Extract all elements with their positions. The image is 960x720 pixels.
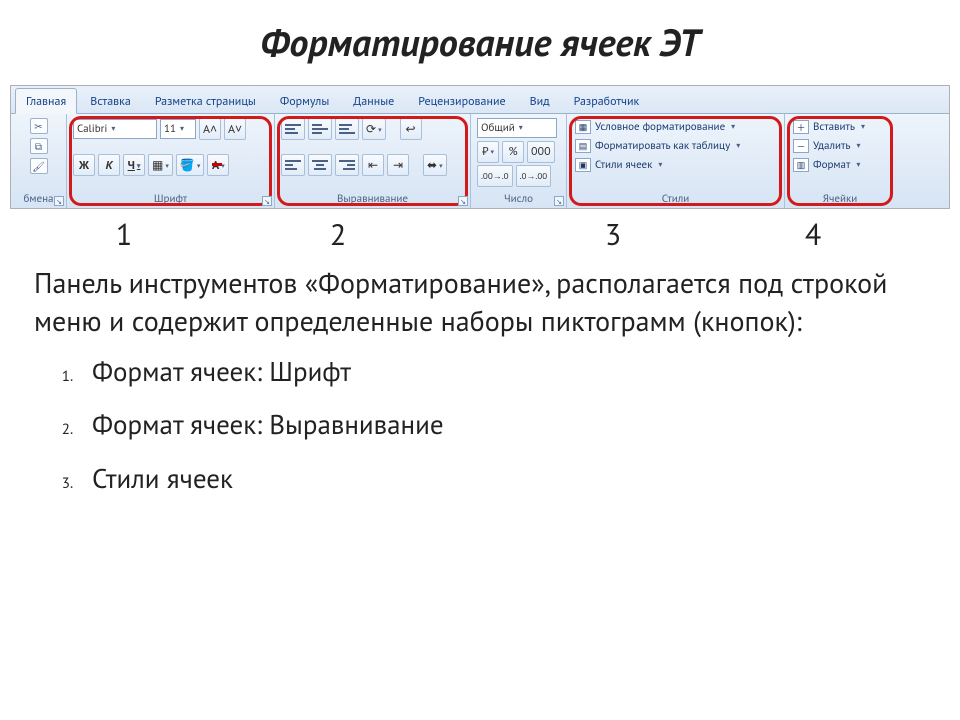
fill-color-button[interactable]: 🪣▾ xyxy=(176,154,204,176)
cell-styles-button[interactable]: ▣ Стили ячеек▾ xyxy=(573,156,778,174)
delete-cells-button[interactable]: － Удалить▾ xyxy=(791,137,889,155)
orientation-button[interactable]: ⟳▾ xyxy=(362,118,386,140)
group-styles: ▦ Условное форматирование▾ ▤ Форматирова… xyxy=(567,114,785,208)
thousands-button[interactable]: 000 xyxy=(527,141,555,163)
slide-title: Форматирование ячеек ЭТ xyxy=(40,18,920,67)
ribbon-tabs: Главная Вставка Разметка страницы Формул… xyxy=(11,86,949,114)
font-name-combo[interactable]: Calibri▾ xyxy=(73,119,157,139)
format-icon: ▥ xyxy=(793,158,809,172)
bold-button[interactable]: Ж xyxy=(73,154,95,176)
format-painter-icon[interactable]: 🖌 xyxy=(30,158,48,174)
table-icon: ▤ xyxy=(575,139,591,153)
font-name-value: Calibri xyxy=(77,122,107,136)
list-item: Стили ячеек xyxy=(76,461,920,499)
callout-1: 1 xyxy=(40,215,208,254)
conditional-icon: ▦ xyxy=(575,120,591,134)
tab-formulas[interactable]: Формулы xyxy=(269,88,340,113)
currency-button[interactable]: ₽▾ xyxy=(477,141,499,163)
underline-button[interactable]: Ч▾ xyxy=(123,154,145,176)
cut-icon[interactable]: ✂ xyxy=(30,118,48,134)
group-cells: ＋ Вставить▾ － Удалить▾ ▥ Формат▾ Ячейки xyxy=(785,114,895,208)
number-group-label: Число xyxy=(477,190,560,206)
align-center-button[interactable] xyxy=(308,154,332,176)
number-format-value: Общий xyxy=(481,121,515,135)
list-item: Формат ячеек: Выравнивание xyxy=(76,407,920,445)
callout-3: 3 xyxy=(468,215,758,254)
callout-2: 2 xyxy=(208,215,468,254)
format-as-table-button[interactable]: ▤ Форматировать как таблицу▾ xyxy=(573,137,778,155)
insert-icon: ＋ xyxy=(793,120,809,134)
tab-view[interactable]: Вид xyxy=(519,88,561,113)
increase-indent-button[interactable]: ⇥ xyxy=(387,154,409,176)
list-item: Формат ячеек: Шрифт xyxy=(76,354,920,392)
tab-home[interactable]: Главная xyxy=(15,88,77,114)
align-bottom-button[interactable] xyxy=(335,118,359,140)
body-paragraph: Панель инструментов «Форматирование», ра… xyxy=(34,264,920,340)
decrease-indent-button[interactable]: ⇤ xyxy=(362,154,384,176)
cells-group-label: Ячейки xyxy=(791,190,889,206)
group-font: Calibri▾ 11▾ A˄ A˅ Ж К Ч▾ ▦▾ 🪣▾ xyxy=(67,114,275,208)
alignment-group-label: Выравнивание xyxy=(281,190,464,206)
format-cells-button[interactable]: ▥ Формат▾ xyxy=(791,156,889,174)
delete-icon: － xyxy=(793,139,809,153)
tab-page-layout[interactable]: Разметка страницы xyxy=(144,88,267,113)
tab-data[interactable]: Данные xyxy=(342,88,405,113)
conditional-formatting-button[interactable]: ▦ Условное форматирование▾ xyxy=(573,118,778,136)
decrease-decimal-button[interactable]: .0→.00 xyxy=(516,165,552,187)
font-launcher-icon[interactable]: ↘ xyxy=(262,196,272,206)
number-format-combo[interactable]: Общий▾ xyxy=(477,118,557,138)
font-color-button[interactable]: A▾ xyxy=(207,154,229,176)
tab-insert[interactable]: Вставка xyxy=(79,88,142,113)
border-button[interactable]: ▦▾ xyxy=(148,154,173,176)
font-size-combo[interactable]: 11▾ xyxy=(160,119,196,139)
font-size-value: 11 xyxy=(164,122,176,136)
ribbon: Главная Вставка Разметка страницы Формул… xyxy=(10,85,950,209)
align-right-button[interactable] xyxy=(335,154,359,176)
insert-cells-button[interactable]: ＋ Вставить▾ xyxy=(791,118,889,136)
callout-4: 4 xyxy=(758,215,868,254)
align-middle-button[interactable] xyxy=(308,118,332,140)
group-alignment: ⟳▾ ↩ ⇤ ⇥ ⬌▾ Выравнивание ↘ xyxy=(275,114,471,208)
tab-developer[interactable]: Разработчик xyxy=(563,88,651,113)
shrink-font-button[interactable]: A˅ xyxy=(224,118,246,140)
tab-review[interactable]: Рецензирование xyxy=(407,88,516,113)
styles-group-label: Стили xyxy=(573,190,778,206)
number-launcher-icon[interactable]: ↘ xyxy=(554,196,564,206)
callout-numbers: 1 2 3 4 xyxy=(40,215,920,254)
italic-button[interactable]: К xyxy=(98,154,120,176)
group-number: Общий▾ ₽▾ % 000 .00→.0 .0→.00 Число ↘ xyxy=(471,114,567,208)
merge-button[interactable]: ⬌▾ xyxy=(423,154,447,176)
clipboard-launcher-icon[interactable]: ↘ xyxy=(54,196,64,206)
percent-button[interactable]: % xyxy=(502,141,524,163)
copy-icon[interactable]: ⧉ xyxy=(30,138,48,154)
font-group-label: Шрифт xyxy=(73,190,268,206)
cell-styles-icon: ▣ xyxy=(575,158,591,172)
group-clipboard: ✂ ⧉ 🖌 бмена ↘ xyxy=(11,114,67,208)
grow-font-button[interactable]: A˄ xyxy=(199,118,221,140)
wrap-text-button[interactable]: ↩ xyxy=(400,118,422,140)
align-left-button[interactable] xyxy=(281,154,305,176)
format-list: Формат ячеек: Шрифт Формат ячеек: Выравн… xyxy=(40,354,920,499)
align-top-button[interactable] xyxy=(281,118,305,140)
alignment-launcher-icon[interactable]: ↘ xyxy=(458,196,468,206)
increase-decimal-button[interactable]: .00→.0 xyxy=(477,165,513,187)
